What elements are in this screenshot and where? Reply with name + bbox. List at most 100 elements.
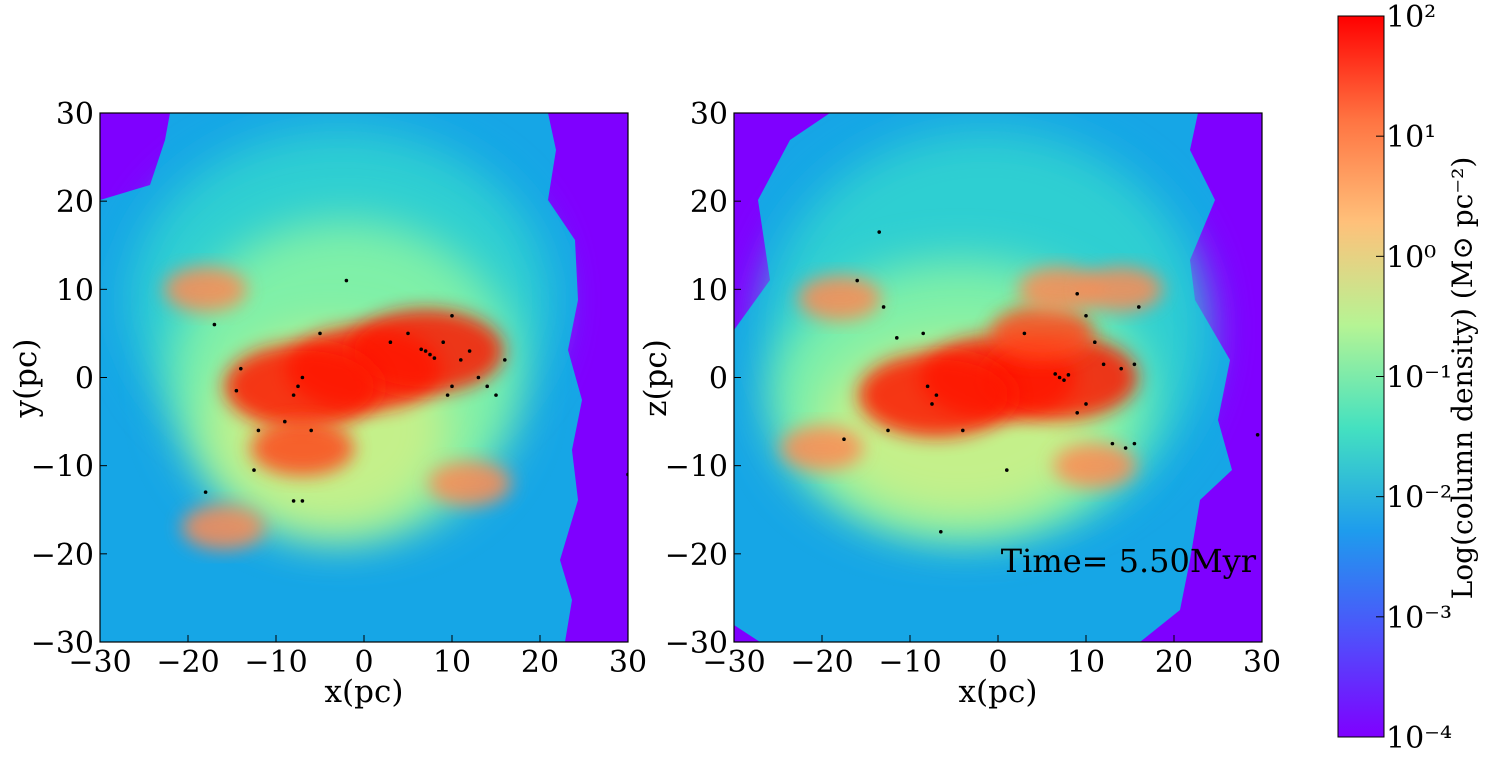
colorbar-tick-label: 10⁻² bbox=[1386, 481, 1452, 516]
sink-particle bbox=[212, 322, 217, 327]
sink-particle bbox=[881, 305, 886, 309]
y-tick-label: 10 bbox=[56, 273, 94, 308]
sink-particle bbox=[855, 278, 859, 283]
x-tick-label: 10 bbox=[433, 645, 471, 680]
sink-particle bbox=[485, 384, 490, 389]
sink-particle bbox=[445, 393, 450, 397]
x-tick-label: 30 bbox=[1243, 645, 1281, 680]
sink-particle bbox=[344, 278, 349, 283]
sink-particle bbox=[476, 375, 481, 380]
colorbar-tick-label: 10⁻³ bbox=[1386, 601, 1452, 636]
x-tick-label: −10 bbox=[244, 645, 307, 680]
y-tick-label: −20 bbox=[665, 538, 728, 573]
sink-particle bbox=[423, 349, 428, 353]
sink-particle bbox=[203, 490, 208, 494]
x-tick-label: −20 bbox=[156, 645, 219, 680]
sink-particle bbox=[1123, 446, 1128, 450]
sink-particle bbox=[921, 331, 925, 336]
sink-particle bbox=[1022, 331, 1027, 336]
panel-xz: −30 −20 −10 0 10 20 30 30 20 10 0 −10 −20 −30 x(pc) z… bbox=[638, 97, 1281, 710]
y-tick-label: 0 bbox=[709, 362, 728, 397]
sink-particle bbox=[842, 437, 846, 442]
sink-particle bbox=[1053, 372, 1057, 376]
sink-particle bbox=[1084, 402, 1088, 406]
x-tick-label: 10 bbox=[1067, 645, 1105, 680]
y-tick-label: 10 bbox=[690, 273, 728, 308]
dense-region bbox=[780, 425, 864, 471]
colorbar-tick-label: 10¹ bbox=[1386, 120, 1436, 155]
dense-region bbox=[250, 420, 355, 477]
sink-particle bbox=[1110, 441, 1115, 446]
sink-particle bbox=[1062, 378, 1066, 382]
time-annotation: Time= 5.50Myr bbox=[1001, 542, 1257, 580]
x-tick-label: −20 bbox=[790, 645, 853, 680]
y-tick-label: 30 bbox=[690, 97, 728, 132]
sink-particle bbox=[300, 375, 305, 380]
sink-particle bbox=[300, 499, 305, 503]
sink-particle bbox=[1119, 366, 1123, 371]
x-tick-label: −30 bbox=[702, 645, 765, 680]
sink-particle bbox=[1075, 410, 1079, 415]
sink-particle bbox=[388, 340, 393, 345]
colorbar-label: Log(column density) (M⊙ pc⁻²) bbox=[1446, 157, 1479, 600]
sink-particle bbox=[494, 393, 498, 397]
panel-xz-ticks: −30 −20 −10 0 10 20 30 30 20 10 0 −10 −20 −30 bbox=[665, 97, 1281, 680]
sink-particle bbox=[1057, 375, 1062, 380]
sink-particle bbox=[432, 356, 437, 360]
panel-xy-ylabel: y(pc) bbox=[8, 339, 44, 419]
sink-particle bbox=[283, 419, 287, 424]
panel-xy-map bbox=[100, 113, 628, 642]
colorbar-tick-label: 10⁻¹ bbox=[1386, 361, 1452, 396]
panel-xz-sink-particles bbox=[842, 230, 1260, 534]
sink-particle bbox=[886, 428, 890, 433]
panel-xy: −30 −20 −10 0 10 20 30 30 20 10 0 −10 −20 −30 x(pc) y… bbox=[8, 97, 647, 710]
colorbar-tick-label: 10⁻⁴ bbox=[1386, 721, 1452, 756]
sink-particle bbox=[939, 529, 943, 534]
x-tick-label: 30 bbox=[609, 645, 647, 680]
sink-particle bbox=[925, 384, 930, 389]
sink-particle bbox=[291, 499, 296, 503]
sink-particle bbox=[291, 393, 296, 397]
sink-particle bbox=[441, 340, 446, 345]
sink-particle bbox=[961, 428, 965, 433]
sink-particle bbox=[1137, 305, 1141, 309]
sink-particle bbox=[419, 347, 424, 352]
dense-region bbox=[164, 266, 248, 312]
x-tick-label: 0 bbox=[354, 645, 373, 680]
sink-particle bbox=[1084, 313, 1088, 318]
sink-particle bbox=[406, 331, 410, 336]
sink-particle bbox=[1075, 291, 1079, 296]
sink-particle bbox=[877, 230, 881, 234]
sink-particle bbox=[1132, 362, 1137, 367]
x-tick-label: 20 bbox=[521, 645, 559, 680]
x-tick-label: −30 bbox=[68, 645, 131, 680]
y-tick-label: −30 bbox=[665, 626, 728, 661]
sink-particle bbox=[930, 402, 934, 406]
colorbar-tick-label: 10² bbox=[1386, 0, 1436, 35]
y-tick-label: 20 bbox=[56, 185, 94, 220]
panel-xz-map bbox=[734, 113, 1262, 642]
y-tick-label: 20 bbox=[690, 185, 728, 220]
sink-particle bbox=[1093, 340, 1097, 345]
colorbar-ticks: 10² 10¹ 10⁰ 10⁻¹ 10⁻² 10⁻³ 10⁻⁴ bbox=[1376, 0, 1452, 756]
x-tick-label: −10 bbox=[878, 645, 941, 680]
dense-region bbox=[224, 344, 381, 429]
panel-xy-ticks: −30 −20 −10 0 10 20 30 30 20 10 0 −10 −20 −30 bbox=[31, 97, 647, 680]
sink-particle bbox=[895, 336, 899, 340]
x-tick-label: 0 bbox=[988, 645, 1007, 680]
sink-particle bbox=[459, 358, 463, 362]
sink-particle bbox=[467, 349, 472, 353]
sink-particle bbox=[1101, 362, 1106, 367]
y-tick-label: −30 bbox=[31, 626, 94, 661]
dense-region bbox=[1079, 266, 1163, 312]
colorbar: 10² 10¹ 10⁰ 10⁻¹ 10⁻² 10⁻³ 10⁻⁴ Log(column den… bbox=[1337, 0, 1479, 756]
sink-particle bbox=[318, 331, 322, 336]
sink-particle bbox=[256, 428, 261, 433]
sink-particle bbox=[934, 393, 939, 397]
sink-particle bbox=[450, 384, 454, 389]
y-tick-label: −10 bbox=[665, 450, 728, 485]
panel-xy-dense-regions bbox=[164, 266, 512, 550]
sink-particle bbox=[234, 388, 239, 393]
dense-region bbox=[1018, 266, 1102, 312]
sink-particle bbox=[450, 313, 454, 318]
